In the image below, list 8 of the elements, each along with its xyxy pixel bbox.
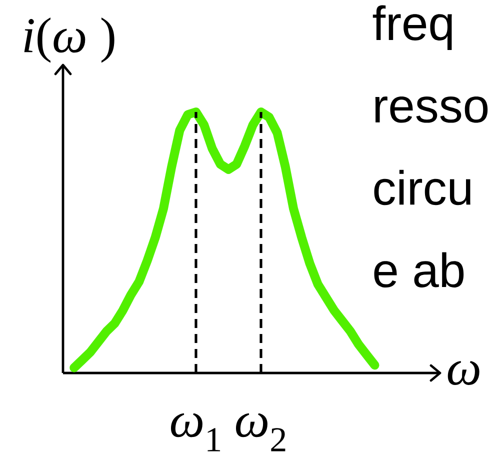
annotation: e ab (374, 252, 464, 288)
x-tick-label: ω$_{1}$ (170, 413, 220, 452)
x-tick-label: ω$_{2}$ (236, 413, 286, 452)
x-axis-title: ω (448, 361, 480, 385)
y-axis-title: i(ω ) (24, 17, 114, 63)
text: freq (372, 5, 452, 50)
annotation: resso (375, 96, 488, 123)
annotation: circu (374, 170, 470, 206)
